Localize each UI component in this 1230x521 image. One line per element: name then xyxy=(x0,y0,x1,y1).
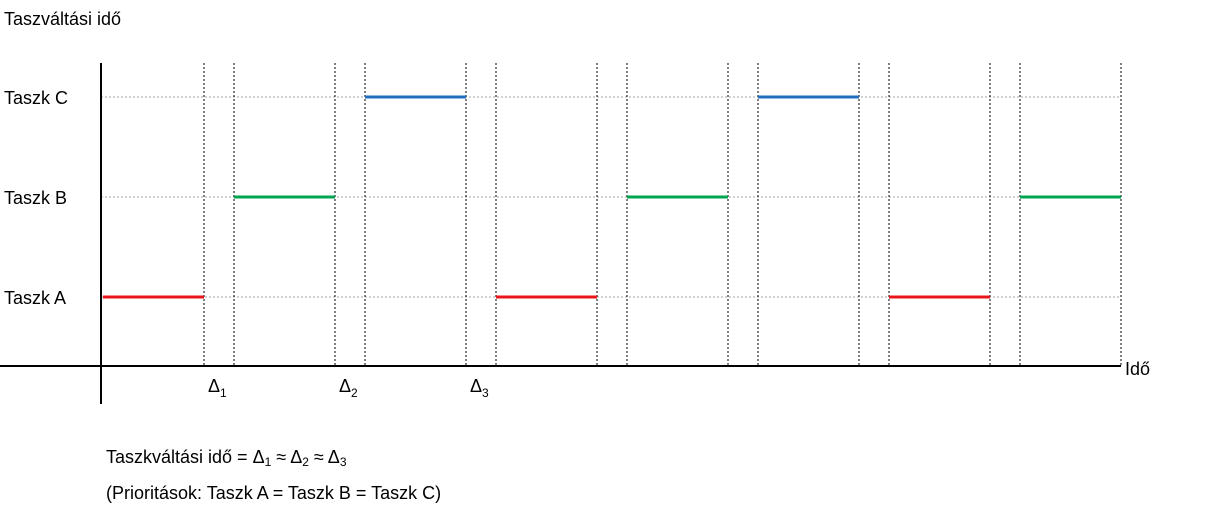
delta-subscript: 1 xyxy=(220,386,227,400)
delta-marker-1: Δ1 xyxy=(208,376,227,400)
diagram-title: Taszváltási idő xyxy=(4,9,121,29)
formula-lhs: Taszkváltási idő = xyxy=(106,447,253,467)
formula-delta-1: Δ xyxy=(252,447,265,467)
delta-subscript: 3 xyxy=(482,386,489,400)
delta-marker-2: Δ2 xyxy=(339,376,358,400)
formula-delta-2-subscript: 2 xyxy=(302,455,309,469)
priorities-note: (Prioritások: Taszk A = Taszk B = Taszk … xyxy=(106,483,442,503)
delta-subscript: 2 xyxy=(351,386,358,400)
formula-approx-1: ≈ xyxy=(271,447,291,467)
task-labels: Taszk C Taszk B Taszk A xyxy=(4,88,68,308)
x-axis-label: Idő xyxy=(1125,359,1150,379)
formula-approx-2: ≈ xyxy=(308,447,328,467)
delta-symbol: Δ xyxy=(470,376,482,396)
task-label-taszk-c: Taszk C xyxy=(4,88,68,108)
task-segments xyxy=(103,95,1121,299)
delta-symbol: Δ xyxy=(208,376,220,396)
switch-time-formula: Taszkváltási idő = Δ1 ≈ Δ2 ≈ Δ3 xyxy=(106,446,347,468)
formula-delta-2: Δ xyxy=(290,447,303,467)
delta-marker-3: Δ3 xyxy=(470,376,489,400)
formula-delta-3: Δ xyxy=(327,447,340,467)
switch-separators xyxy=(203,63,1122,366)
task-label-taszk-b: Taszk B xyxy=(4,188,67,208)
task-label-taszk-a: Taszk A xyxy=(4,288,66,308)
delta-labels: Δ1 Δ2 Δ3 xyxy=(208,376,489,400)
delta-symbol: Δ xyxy=(339,376,351,396)
formula-delta-3-subscript: 3 xyxy=(339,455,347,469)
formula-delta-1-subscript: 1 xyxy=(264,455,272,469)
